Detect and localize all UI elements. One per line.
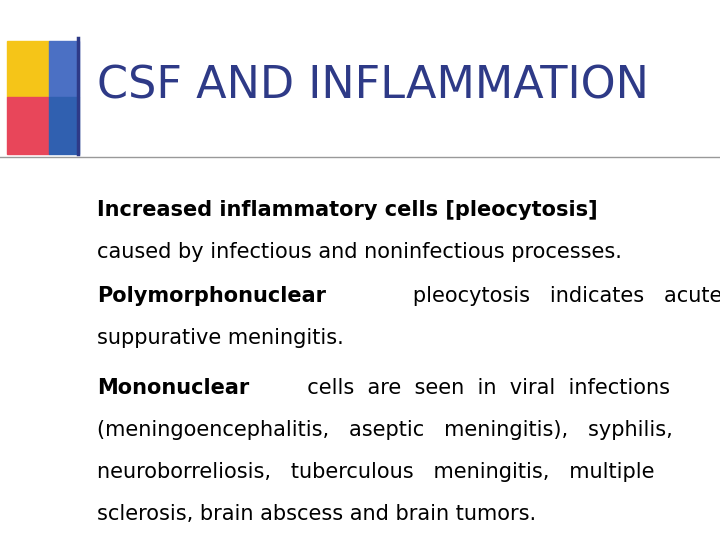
Text: sclerosis, brain abscess and brain tumors.: sclerosis, brain abscess and brain tumor… [97, 504, 536, 524]
Text: Polymorphonuclear: Polymorphonuclear [97, 286, 326, 306]
Text: caused by infectious and noninfectious processes.: caused by infectious and noninfectious p… [97, 242, 622, 262]
Text: (meningoencephalitis,   aseptic   meningitis),   syphilis,: (meningoencephalitis, aseptic meningitis… [97, 420, 673, 440]
Text: Mononuclear: Mononuclear [97, 378, 249, 398]
Text: neuroborreliosis,   tuberculous   meningitis,   multiple: neuroborreliosis, tuberculous meningitis… [97, 462, 654, 482]
Text: cells  are  seen  in  viral  infections: cells are seen in viral infections [294, 378, 670, 398]
Bar [7, 40, 49, 97]
Text: pleocytosis   indicates   acute: pleocytosis indicates acute [392, 286, 720, 306]
Bar [7, 97, 49, 154]
Text: Increased inflammatory cells [pleocytosis]: Increased inflammatory cells [pleocytosi… [97, 200, 598, 220]
Text: suppurative meningitis.: suppurative meningitis. [97, 328, 344, 348]
Bar [49, 97, 79, 154]
Text: CSF AND INFLAMMATION: CSF AND INFLAMMATION [97, 65, 649, 108]
Bar [49, 40, 79, 97]
